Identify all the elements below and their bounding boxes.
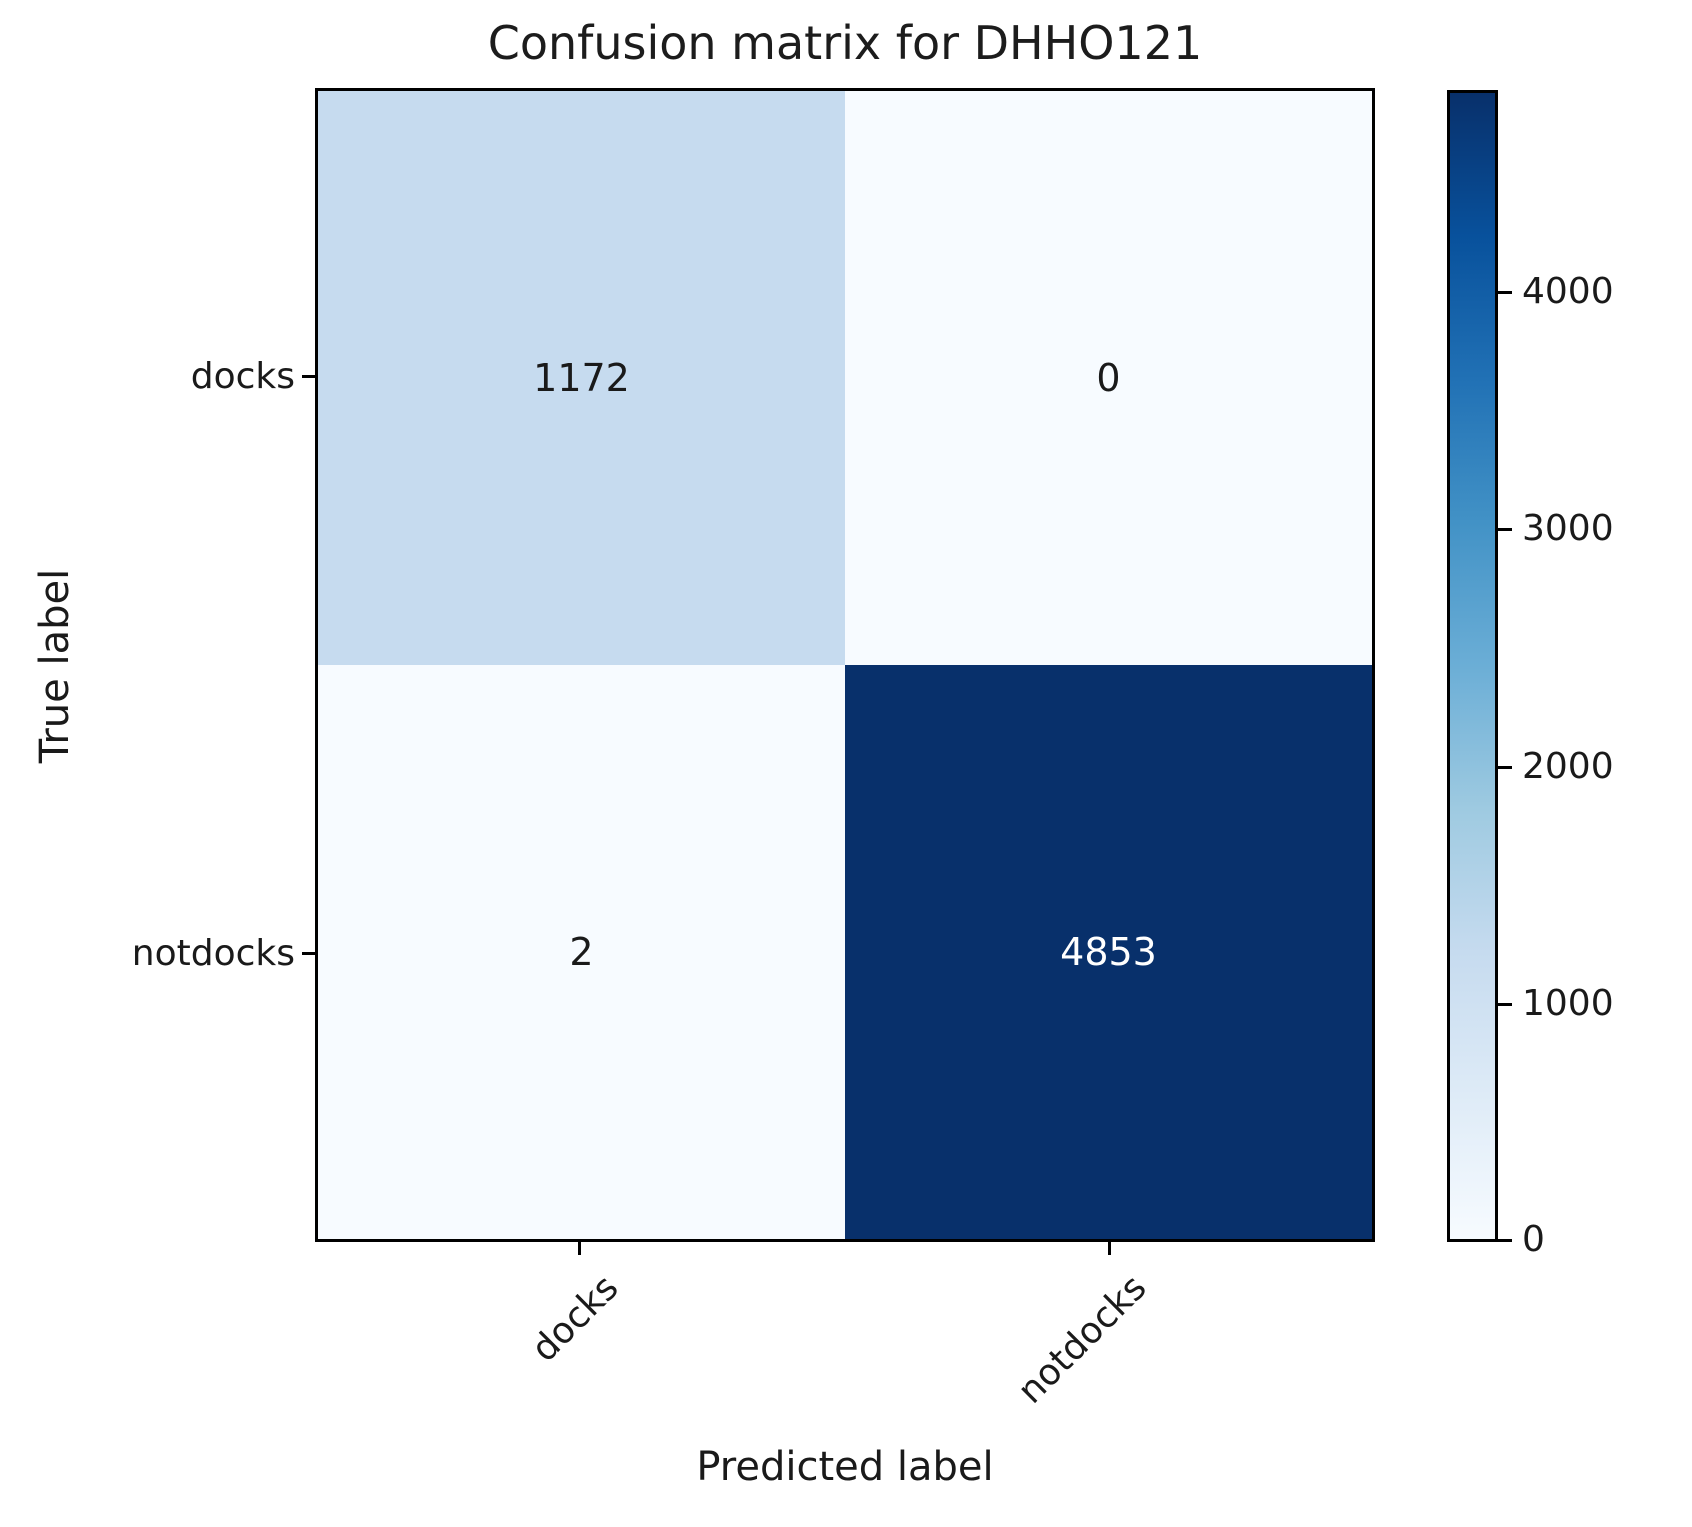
matrix-cell-true-notdocks-pred-docks: 2 bbox=[318, 665, 845, 1239]
colorbar-tick-label-4000: 4000 bbox=[1522, 271, 1614, 312]
y-axis-tick-notdocks bbox=[302, 952, 315, 955]
y-axis-title: True label bbox=[32, 568, 78, 764]
colorbar-tick-1000 bbox=[1498, 1003, 1512, 1006]
heatmap-plot: 1172 0 2 4853 bbox=[315, 88, 1375, 1242]
x-tick-label-notdocks: notdocks bbox=[1009, 1267, 1155, 1412]
chart-title: Confusion matrix for DHHO121 bbox=[487, 16, 1203, 70]
matrix-cell-true-notdocks-pred-notdocks: 4853 bbox=[845, 665, 1372, 1239]
y-axis-tick-docks bbox=[302, 375, 315, 378]
x-tick-label-docks: docks bbox=[523, 1267, 627, 1371]
matrix-cell-true-docks-pred-notdocks: 0 bbox=[845, 91, 1372, 665]
colorbar-tick-0 bbox=[1498, 1239, 1512, 1242]
x-axis-tick-docks bbox=[578, 1242, 581, 1255]
colorbar-tick-label-3000: 3000 bbox=[1522, 508, 1614, 549]
y-tick-label-notdocks: notdocks bbox=[131, 933, 295, 974]
y-tick-label-docks: docks bbox=[190, 356, 295, 397]
colorbar-tick-3000 bbox=[1498, 528, 1512, 531]
colorbar-tick-2000 bbox=[1498, 766, 1512, 769]
x-axis-title: Predicted label bbox=[696, 1444, 994, 1490]
colorbar-tick-4000 bbox=[1498, 291, 1512, 294]
colorbar-tick-label-0: 0 bbox=[1522, 1219, 1545, 1260]
x-axis-tick-notdocks bbox=[1108, 1242, 1111, 1255]
colorbar bbox=[1447, 90, 1498, 1242]
colorbar-tick-label-1000: 1000 bbox=[1522, 983, 1614, 1024]
matrix-cell-true-docks-pred-docks: 1172 bbox=[318, 91, 845, 665]
colorbar-tick-label-2000: 2000 bbox=[1522, 746, 1614, 787]
